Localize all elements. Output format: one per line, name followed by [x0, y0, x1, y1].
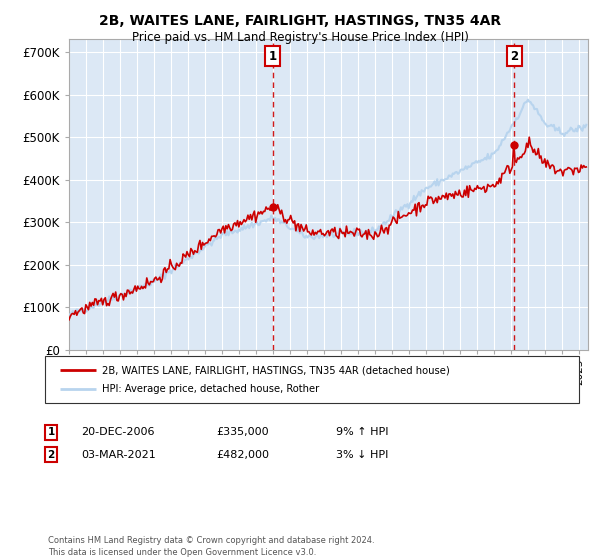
Text: 2B, WAITES LANE, FAIRLIGHT, HASTINGS, TN35 4AR: 2B, WAITES LANE, FAIRLIGHT, HASTINGS, TN…	[99, 14, 501, 28]
Text: 2B, WAITES LANE, FAIRLIGHT, HASTINGS, TN35 4AR (detached house): 2B, WAITES LANE, FAIRLIGHT, HASTINGS, TN…	[102, 365, 450, 375]
Text: 03-MAR-2021: 03-MAR-2021	[81, 450, 156, 460]
Text: 1: 1	[47, 427, 55, 437]
Text: Price paid vs. HM Land Registry's House Price Index (HPI): Price paid vs. HM Land Registry's House …	[131, 31, 469, 44]
Text: 1: 1	[269, 50, 277, 63]
Text: HPI: Average price, detached house, Rother: HPI: Average price, detached house, Roth…	[102, 384, 319, 394]
Text: 2: 2	[47, 450, 55, 460]
Text: £335,000: £335,000	[216, 427, 269, 437]
Text: 2: 2	[510, 50, 518, 63]
Text: 20-DEC-2006: 20-DEC-2006	[81, 427, 155, 437]
Text: 3% ↓ HPI: 3% ↓ HPI	[336, 450, 388, 460]
Text: Contains HM Land Registry data © Crown copyright and database right 2024.
This d: Contains HM Land Registry data © Crown c…	[48, 536, 374, 557]
Text: 9% ↑ HPI: 9% ↑ HPI	[336, 427, 389, 437]
Text: £482,000: £482,000	[216, 450, 269, 460]
